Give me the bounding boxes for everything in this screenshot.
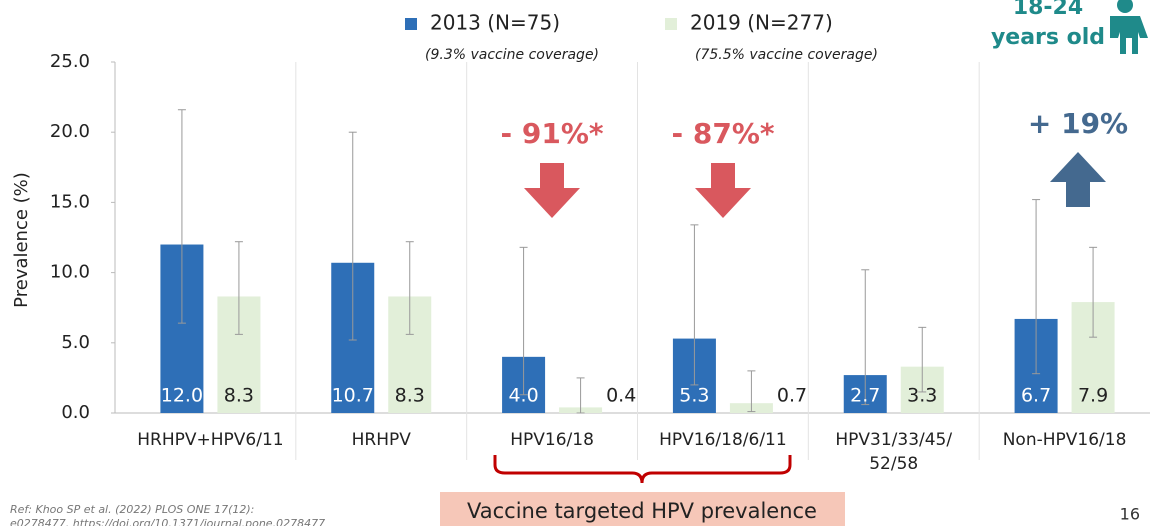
- x-tick-label: Non-HPV16/18: [1002, 430, 1127, 450]
- annotation: - 87%*: [671, 117, 774, 150]
- y-axis-label: Prevalence (%): [11, 172, 32, 308]
- arrow: [524, 163, 580, 218]
- data-label: 10.7: [332, 385, 374, 407]
- bracket: [493, 455, 792, 484]
- x-tick-label: HPV31/33/45/ 52/58: [835, 430, 953, 474]
- y-tick-label: 15.0: [50, 191, 90, 212]
- x-tick-label: HPV16/18: [510, 430, 594, 450]
- reference: Ref: Khoo SP et al. (2022) PLOS ONE 17(1…: [10, 503, 254, 516]
- annotation: - 91%*: [500, 117, 603, 150]
- data-label: 6.7: [1021, 385, 1051, 407]
- bracket-label: Vaccine targeted HPV prevalence: [467, 499, 817, 523]
- legend-swatch: [665, 18, 677, 30]
- badge-line: 18-24: [1013, 0, 1083, 20]
- legend-label: 2019 (N=277): [690, 11, 833, 35]
- data-label: 4.0: [508, 385, 538, 407]
- data-label: 7.9: [1078, 385, 1108, 407]
- y-tick-label: 25.0: [50, 51, 90, 72]
- legend-label: 2013 (N=75): [430, 11, 560, 35]
- data-label: 8.3: [224, 385, 254, 407]
- y-tick-label: 20.0: [50, 121, 90, 142]
- y-tick-label: 0.0: [61, 402, 90, 423]
- x-tick-label: HRHPV: [351, 430, 411, 450]
- bracket-box: [440, 492, 845, 526]
- data-label: 0.4: [606, 385, 636, 407]
- x-tick-label: HPV16/18/6/11: [659, 430, 787, 450]
- data-label: 12.0: [161, 385, 203, 407]
- data-label: 0.7: [777, 385, 807, 407]
- legend-note: (9.3% vaccine coverage): [425, 47, 599, 63]
- data-label: 3.3: [907, 385, 937, 407]
- x-tick-label: HRHPV+HPV6/11: [137, 430, 284, 450]
- legend-note: (75.5% vaccine coverage): [695, 47, 878, 63]
- data-label: 2.7: [850, 385, 880, 407]
- annotation: + 19%: [1028, 107, 1128, 140]
- y-tick-label: 10.0: [50, 262, 90, 283]
- y-tick-label: 5.0: [61, 332, 90, 353]
- data-label: 8.3: [395, 385, 425, 407]
- arrow: [695, 163, 751, 218]
- data-label: 5.3: [679, 385, 709, 407]
- badge-line: years old: [991, 25, 1105, 50]
- person-icon: [1110, 0, 1148, 54]
- reference: e0278477. https://doi.org/10.1371/journa…: [10, 517, 325, 526]
- page-number: 16: [1120, 505, 1140, 524]
- legend-swatch: [405, 18, 417, 30]
- arrow: [1050, 152, 1106, 207]
